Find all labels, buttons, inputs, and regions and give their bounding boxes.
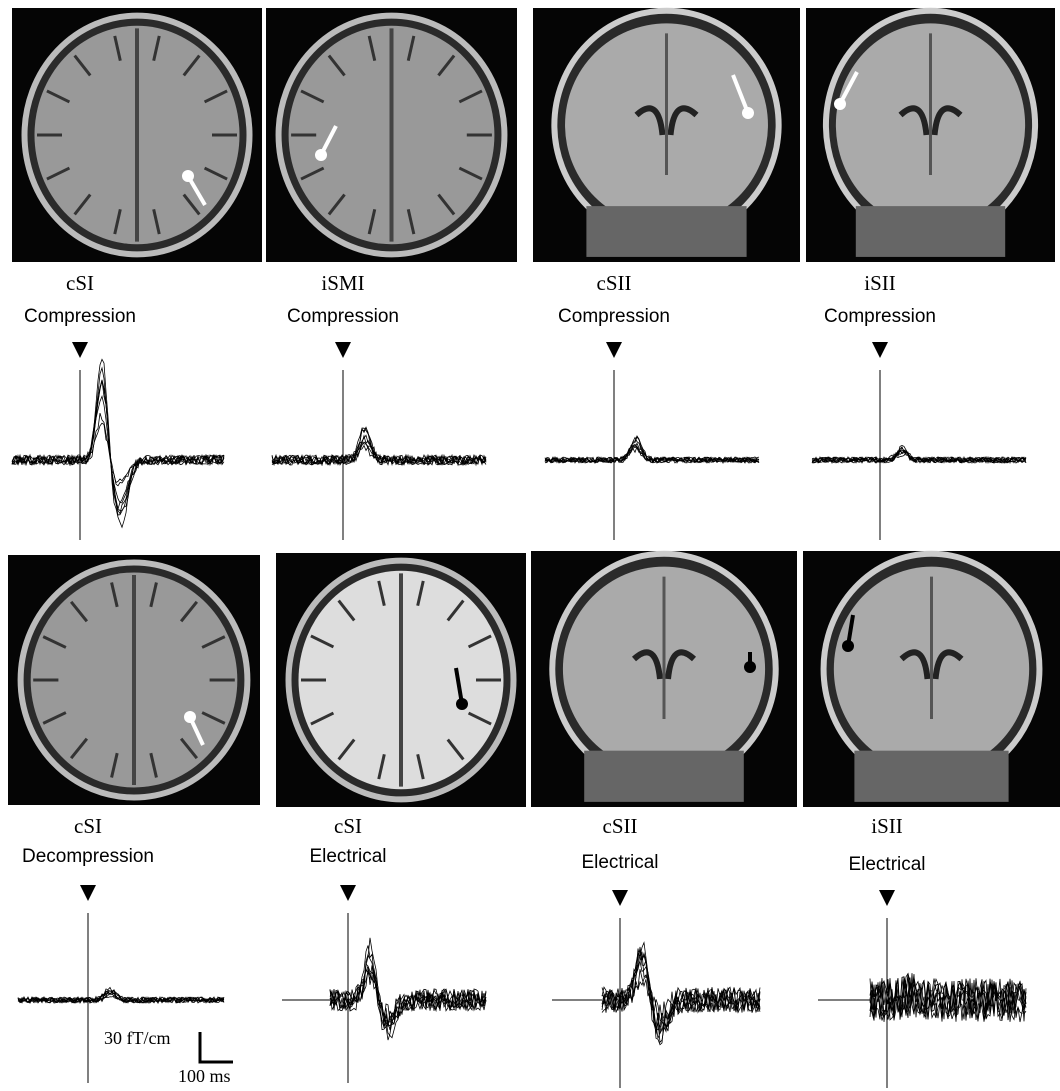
stimulus-marker: [606, 342, 622, 358]
stimulus-marker: [872, 342, 888, 358]
dipole-source: [456, 698, 468, 710]
dipole-source: [744, 661, 756, 673]
dipole-source: [315, 149, 327, 161]
meg-trace: [330, 955, 486, 1024]
neck: [584, 751, 744, 802]
stimulus-label: Compression: [24, 306, 136, 327]
meg-trace: [602, 947, 760, 1039]
scale-bar: [200, 1032, 233, 1062]
dipole-source: [842, 640, 854, 652]
dipole-source: [742, 107, 754, 119]
dipole-source: [182, 170, 194, 182]
meg-trace: [12, 396, 224, 503]
scale-amplitude: 30 fT/cm: [104, 1028, 170, 1048]
meg-trace: [12, 382, 224, 511]
stimulus-label: Compression: [558, 306, 670, 327]
meg-trace: [12, 413, 224, 486]
stimulus-marker: [335, 342, 351, 358]
stimulus-marker: [612, 890, 628, 906]
neck: [586, 206, 746, 257]
stimulus-label: Electrical: [848, 854, 925, 875]
stimulus-marker: [879, 890, 895, 906]
region-label: cSI: [74, 814, 102, 838]
mri-panel: [533, 8, 800, 262]
stimulus-marker: [80, 885, 96, 901]
mri-panel: [8, 555, 260, 805]
mri-panel: [531, 551, 797, 807]
region-label: iSII: [864, 271, 896, 295]
region-label: cSI: [334, 814, 362, 838]
meg-trace: [602, 952, 760, 1034]
meg-trace: [12, 368, 224, 515]
stimulus-label: Compression: [824, 306, 936, 327]
scale-time: 100 ms: [178, 1066, 231, 1086]
stimulus-marker: [72, 342, 88, 358]
region-label: iSII: [871, 814, 903, 838]
mri-panel: [806, 8, 1055, 262]
stimulus-marker: [340, 885, 356, 901]
meg-trace: [12, 380, 224, 509]
meg-trace: [602, 943, 760, 1043]
region-label: cSI: [66, 271, 94, 295]
region-label: cSII: [603, 814, 638, 838]
neck: [856, 206, 1005, 257]
dipole-source: [184, 711, 196, 723]
mri-panel: [266, 8, 517, 262]
meg-trace: [12, 380, 224, 514]
mri-panel: [276, 553, 526, 807]
stimulus-label: Electrical: [581, 852, 658, 873]
dipole-source: [834, 98, 846, 110]
meg-trace: [12, 423, 224, 482]
stimulus-label: Electrical: [309, 846, 386, 867]
mri-panel: [12, 8, 262, 262]
figure: 30 fT/cm 100 ms cSI Compression iSMI Compre…: [0, 0, 1060, 1091]
stimulus-label: Decompression: [22, 846, 154, 867]
stimulus-label: Compression: [287, 306, 399, 327]
neck: [854, 751, 1008, 802]
mri-panel: [803, 551, 1060, 807]
region-label: cSII: [597, 271, 632, 295]
region-label: iSMI: [321, 271, 364, 295]
meg-trace: [12, 359, 224, 527]
meg-trace: [330, 938, 486, 1040]
